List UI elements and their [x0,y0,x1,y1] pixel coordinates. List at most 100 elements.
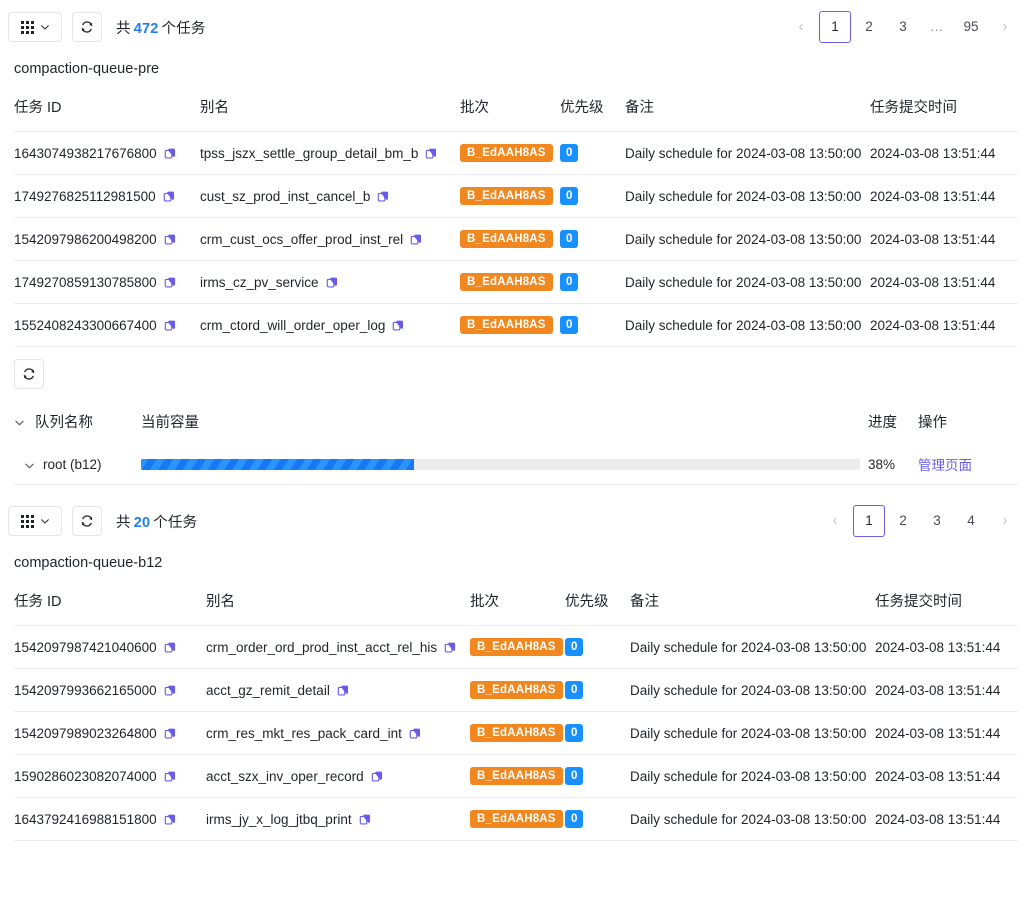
pagination-page-3[interactable]: 3 [933,513,941,528]
cell-alias: tpss_jszx_settle_group_detail_bm_b [200,131,460,175]
cell-alias: irms_cz_pv_service [200,260,460,304]
alias-value: crm_cust_ocs_offer_prod_inst_rel [200,231,404,247]
copy-icon[interactable] [409,727,422,740]
column-header-remark: 备注 [625,84,870,132]
cell-task-id: 1542097989023264800 [14,711,206,755]
cell-remark: Daily schedule for 2024-03-08 13:50:00 [630,797,875,841]
copy-icon[interactable] [444,641,457,654]
pagination-page-4[interactable]: 4 [967,513,975,528]
batch-badge: B_EdAAH8AS [460,230,553,248]
copy-icon[interactable] [163,190,176,203]
pagination-page-1[interactable]: 1 [819,11,851,43]
queue-name-section-1: compaction-queue-pre [14,61,160,77]
priority-badge: 0 [565,810,584,828]
refresh-button-queue-panel[interactable] [14,359,44,389]
pagination-section-2: ‹ 1 2 3 4 › [818,505,1022,537]
queue-cell-name: root (b12) [14,444,141,485]
copy-icon[interactable] [337,684,350,697]
queue-table-wrapper: 队列名称 当前容量 进度 操作 root (b12) 38% 管理页面 [0,399,1032,485]
copy-icon[interactable] [377,190,390,203]
pagination-page-2[interactable]: 2 [899,513,907,528]
queue-column-header-action: 操作 [918,415,947,431]
manage-page-link[interactable]: 管理页面 [918,458,972,473]
table-row: 1542097986200498200 crm_cust_ocs_offer_pr… [14,217,1018,261]
queue-name-section-2: compaction-queue-b12 [14,555,163,571]
batch-badge: B_EdAAH8AS [470,638,563,656]
priority-badge: 0 [565,681,584,699]
table-row: 1590286023082074000 acct_szx_inv_oper_rec… [14,754,1018,798]
queue-panel-toolbar [0,347,1032,399]
cell-batch: B_EdAAH8AS [470,754,565,798]
copy-icon[interactable] [326,276,339,289]
column-header-batch: 批次 [460,84,560,132]
queue-header-row: 队列名称 当前容量 进度 操作 [14,399,1018,444]
cell-remark: Daily schedule for 2024-03-08 13:50:00 [630,625,875,669]
pagination-next-button[interactable]: › [1002,18,1008,35]
chevron-down-icon[interactable] [14,416,25,427]
pagination-prev-button[interactable]: ‹ [798,18,804,35]
cell-submit-time: 2024-03-08 13:51:44 [870,174,1018,218]
cell-task-id: 1542097987421040600 [14,625,206,669]
copy-icon[interactable] [164,319,177,332]
cell-batch: B_EdAAH8AS [470,668,565,712]
pagination-page-2[interactable]: 2 [865,19,873,34]
cell-task-id: 1542097993662165000 [14,668,206,712]
cell-priority: 0 [560,303,625,347]
alias-value: irms_jy_x_log_jtbq_print [206,811,352,827]
copy-icon[interactable] [410,233,423,246]
cell-remark: Daily schedule for 2024-03-08 13:50:00 [625,260,870,304]
priority-badge: 0 [560,273,579,291]
copy-icon[interactable] [164,147,177,160]
refresh-button-section-2[interactable] [72,506,102,536]
refresh-button-section-1[interactable] [72,12,102,42]
table-row: 1643074938217676800 tpss_jszx_settle_grou… [14,131,1018,175]
refresh-icon [22,367,36,381]
task-table-section-2: 任务 ID 别名 批次 优先级 备注 任务提交时间 15420979874210… [14,578,1018,841]
pagination-page-1[interactable]: 1 [853,505,885,537]
table-row: 1552408243300667400 crm_ctord_will_order_… [14,303,1018,347]
copy-icon[interactable] [164,770,177,783]
pagination-prev-button[interactable]: ‹ [832,512,838,529]
cell-task-id: 1643074938217676800 [14,131,200,175]
copy-icon[interactable] [164,233,177,246]
copy-icon[interactable] [164,813,177,826]
pagination-page-3[interactable]: 3 [899,19,907,34]
task-id-value: 1749276825112981500 [14,188,156,204]
copy-icon[interactable] [164,276,177,289]
pagination-ellipsis[interactable]: … [929,19,945,34]
cell-remark: Daily schedule for 2024-03-08 13:50:00 [625,174,870,218]
copy-icon[interactable] [164,641,177,654]
column-header-priority: 优先级 [560,84,625,132]
copy-icon[interactable] [392,319,405,332]
column-header-priority: 优先级 [565,578,630,626]
cell-alias: crm_ctord_will_order_oper_log [200,303,460,347]
queue-table: 队列名称 当前容量 进度 操作 root (b12) 38% 管理页面 [14,399,1018,485]
chevron-down-icon[interactable] [24,459,35,470]
cell-remark: Daily schedule for 2024-03-08 13:50:00 [625,131,870,175]
grid-view-dropdown-button[interactable] [8,12,62,42]
cell-batch: B_EdAAH8AS [470,625,565,669]
cell-alias: crm_res_mkt_res_pack_card_int [206,711,470,755]
grid-view-dropdown-button-2[interactable] [8,506,62,536]
priority-badge: 0 [560,316,579,334]
cell-submit-time: 2024-03-08 13:51:44 [870,260,1018,304]
pagination-page-95[interactable]: 95 [963,19,979,34]
task-id-value: 1542097989023264800 [14,725,157,741]
cell-batch: B_EdAAH8AS [460,174,560,218]
cell-remark: Daily schedule for 2024-03-08 13:50:00 [625,217,870,261]
cell-submit-time: 2024-03-08 13:51:44 [875,754,1018,798]
queue-cell-capacity [141,444,868,485]
copy-icon[interactable] [425,147,438,160]
pagination-next-button[interactable]: › [1002,512,1008,529]
table-row: 1749276825112981500 cust_sz_prod_inst_can… [14,174,1018,218]
cell-priority: 0 [565,797,630,841]
copy-icon[interactable] [164,684,177,697]
copy-icon[interactable] [164,727,177,740]
copy-icon[interactable] [359,813,372,826]
column-header-remark: 备注 [630,578,875,626]
column-header-batch: 批次 [470,578,565,626]
refresh-icon [80,514,94,528]
copy-icon[interactable] [371,770,384,783]
priority-badge: 0 [565,767,584,785]
